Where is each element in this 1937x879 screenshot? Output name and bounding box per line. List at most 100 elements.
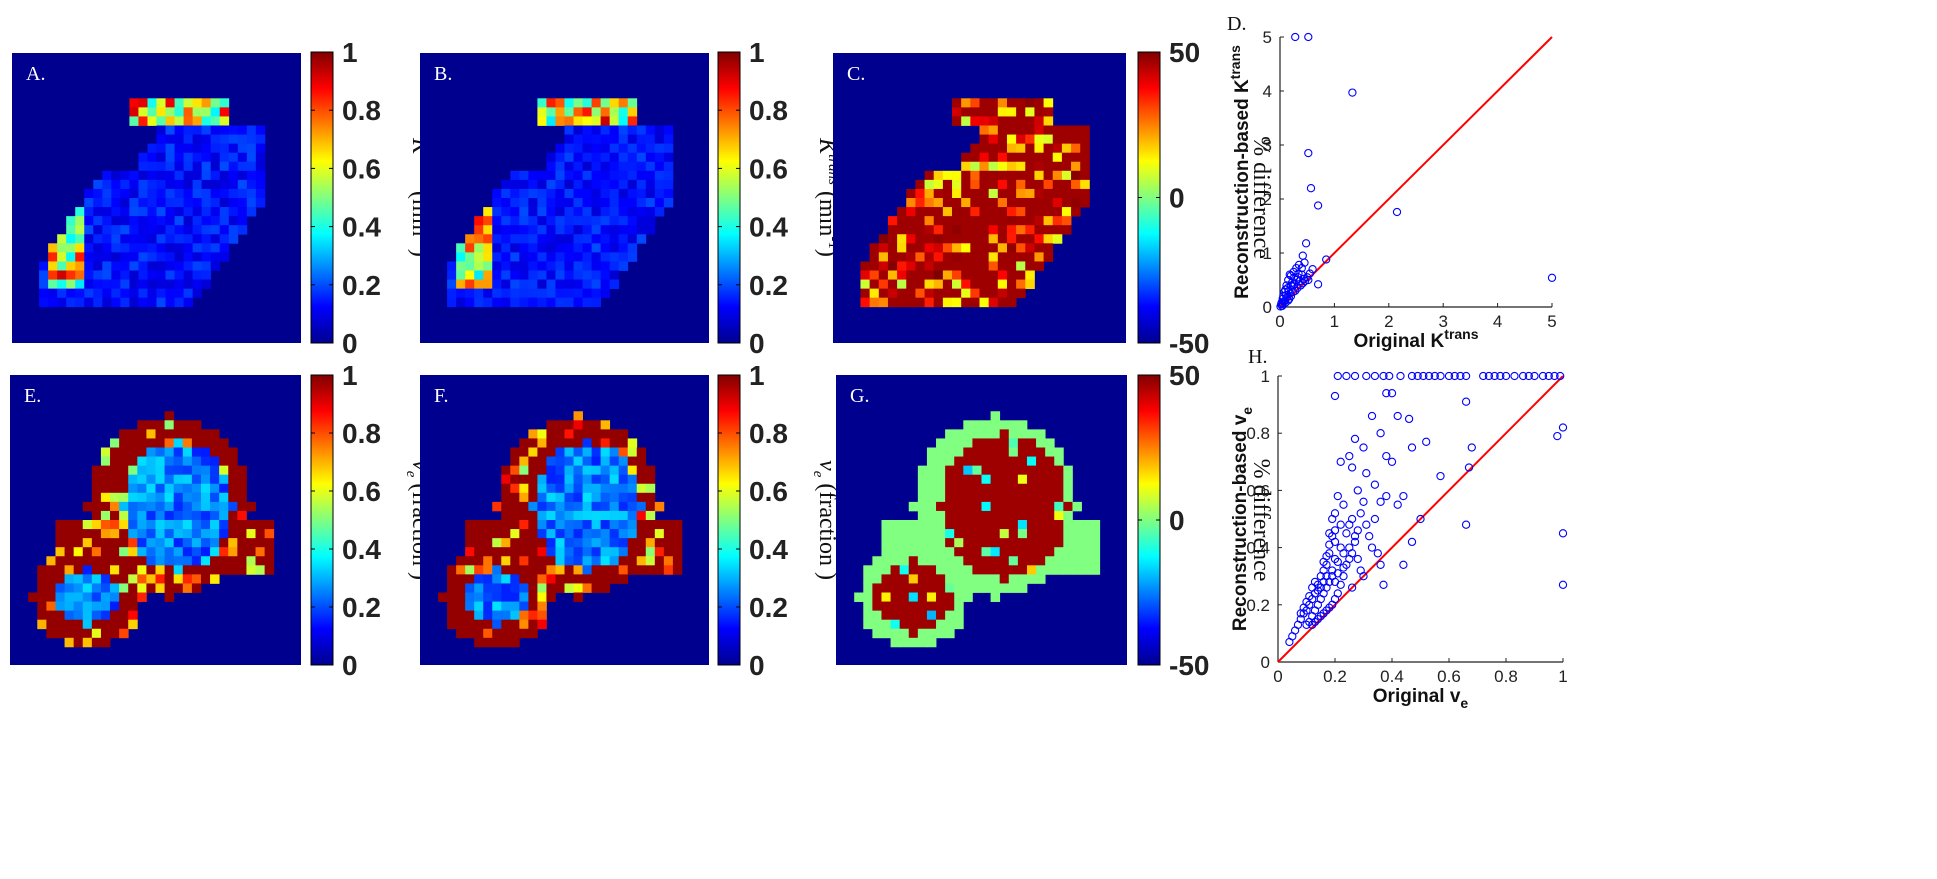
data-point xyxy=(1422,437,1431,446)
panel-label: E. xyxy=(24,385,41,407)
map-panel-c: C. 50 0 -50 % difference xyxy=(833,37,1274,359)
data-point xyxy=(1286,281,1296,290)
y-tick-label: 1 xyxy=(1261,367,1270,386)
colorbar-tick-label: 0 xyxy=(342,328,358,359)
data-point xyxy=(1456,371,1465,381)
data-point xyxy=(1297,263,1306,273)
data-point xyxy=(1319,609,1328,618)
colorbar-tick-label: 0.4 xyxy=(342,212,381,243)
data-point xyxy=(1370,371,1380,381)
data-point xyxy=(1370,514,1380,524)
colorbar-tick-label: 0.2 xyxy=(749,592,788,623)
colorbar xyxy=(310,51,334,344)
data-point xyxy=(1285,270,1294,279)
data-point xyxy=(1308,583,1317,592)
colorbar xyxy=(310,374,334,666)
map-panel-b: B.10.80.60.40.20Ktrans (min-1) xyxy=(420,37,841,359)
data-point xyxy=(1347,463,1357,472)
colorbar-tick-label: -50 xyxy=(1169,328,1209,359)
data-point xyxy=(1365,532,1374,541)
data-point xyxy=(1322,606,1331,615)
panel-label: D. xyxy=(1227,13,1246,35)
data-point xyxy=(1484,371,1494,381)
colorbar-tick-label: 1 xyxy=(749,360,765,391)
data-point xyxy=(1330,391,1340,401)
data-point xyxy=(1556,371,1565,381)
data-point xyxy=(1558,423,1568,432)
data-point xyxy=(1544,371,1553,381)
x-tick-label: 0 xyxy=(1275,312,1284,331)
data-point xyxy=(1558,580,1568,589)
data-point xyxy=(1479,371,1488,381)
data-point xyxy=(1328,600,1337,609)
data-point xyxy=(1316,612,1325,621)
data-point xyxy=(1350,371,1360,381)
data-point xyxy=(1306,184,1316,193)
x-tick-label: 0.8 xyxy=(1494,667,1518,686)
colorbar-tick-label: 0.8 xyxy=(749,418,788,449)
data-point xyxy=(1322,552,1331,561)
data-point xyxy=(1353,486,1362,495)
x-tick-label: 3 xyxy=(1438,312,1447,331)
colorbar-label: ve (fraction ) xyxy=(810,460,840,580)
data-point xyxy=(1356,509,1365,518)
data-point xyxy=(1353,554,1362,564)
x-tick-label: 5 xyxy=(1547,312,1556,331)
data-point xyxy=(1302,620,1311,629)
data-point xyxy=(1350,537,1360,547)
panel-label: F. xyxy=(434,385,449,407)
x-tick-label: 2 xyxy=(1384,312,1393,331)
colorbar-tick-label: 0.4 xyxy=(749,534,788,565)
colorbar-tick-label: 0 xyxy=(342,650,358,681)
y-tick-label: 0 xyxy=(1263,298,1272,317)
data-point xyxy=(1325,549,1334,558)
data-point xyxy=(1345,451,1354,461)
y-tick-label: 4 xyxy=(1263,82,1272,101)
colorbar-tick-label: 0.6 xyxy=(749,153,788,184)
data-point xyxy=(1538,371,1548,381)
data-point xyxy=(1382,491,1391,501)
y-tick-label: 0.8 xyxy=(1246,424,1270,443)
map-panel-g: G. 50 0 -50 % difference xyxy=(836,360,1274,681)
colorbar-tick-label: 0.8 xyxy=(342,418,381,449)
data-point xyxy=(1347,583,1357,592)
data-point xyxy=(1350,434,1360,444)
data-point xyxy=(1362,520,1371,529)
data-point xyxy=(1308,265,1317,274)
data-point xyxy=(1501,371,1511,381)
scatter-panel-h: 0 0.2 0.4 0.6 0.8 100.20.40.60.81H.Original v… xyxy=(1230,346,1568,711)
data-point xyxy=(1461,371,1471,381)
data-point xyxy=(1310,617,1320,627)
data-point xyxy=(1367,543,1377,552)
y-tick-label: 1 xyxy=(1263,244,1272,263)
data-point xyxy=(1348,88,1357,97)
data-point xyxy=(1313,201,1323,210)
data-point xyxy=(1387,389,1397,398)
identity-line xyxy=(1279,36,1553,308)
data-point xyxy=(1330,554,1340,564)
data-point xyxy=(1304,148,1313,158)
data-point xyxy=(1362,469,1371,478)
x-tick-label: 0 xyxy=(1273,667,1282,686)
data-point xyxy=(1399,491,1408,501)
data-point xyxy=(1407,537,1417,547)
data-point xyxy=(1385,371,1394,381)
data-point xyxy=(1333,371,1342,381)
data-point xyxy=(1291,32,1300,42)
data-point xyxy=(1430,371,1439,381)
colorbar xyxy=(717,51,741,344)
identity-line xyxy=(1277,375,1564,663)
colorbar-tick-label: 0.6 xyxy=(342,476,381,507)
data-point xyxy=(1298,251,1307,260)
panel-label: A. xyxy=(26,63,45,85)
data-point xyxy=(1342,529,1351,538)
data-point xyxy=(1359,497,1368,506)
colorbar-tick-label: 0 xyxy=(749,328,765,359)
data-point xyxy=(1518,371,1528,381)
data-point xyxy=(1325,540,1334,549)
data-point xyxy=(1333,491,1342,501)
panel-label: B. xyxy=(434,63,452,85)
data-point xyxy=(1313,614,1323,624)
colorbar-tick-label: 0.6 xyxy=(342,153,381,184)
